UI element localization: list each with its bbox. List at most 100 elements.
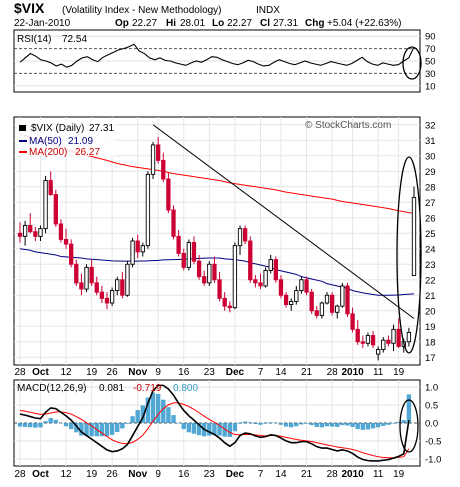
candle: [58, 219, 64, 243]
candle-body: [48, 180, 53, 195]
candle-body: [166, 178, 171, 211]
macd-hist-bar: [212, 423, 217, 436]
candle-body: [232, 245, 238, 309]
candle-body: [365, 335, 371, 344]
x-tick-label: 9: [155, 367, 161, 378]
x-tick-label: 11: [373, 469, 384, 480]
price-tick-label: 29: [425, 167, 436, 178]
candle: [329, 292, 335, 316]
macd-hist-bar: [345, 423, 350, 426]
x-tick-label: 23: [204, 367, 216, 378]
candle-body: [370, 335, 376, 346]
macd-hist-bar: [335, 423, 340, 427]
candle-body: [217, 279, 222, 299]
rsi-label: RSI(14): [17, 34, 51, 45]
candle-body: [125, 263, 130, 296]
candle-body: [63, 238, 69, 245]
candle: [53, 189, 58, 228]
candle-body: [115, 279, 120, 292]
macd-hist-bar: [84, 423, 89, 436]
candle-body: [406, 332, 412, 343]
macd-tick-label: 1.0: [425, 383, 438, 394]
candle: [212, 256, 217, 283]
candle: [161, 152, 166, 183]
x-tick-label: Oct: [32, 469, 49, 480]
macd-hist-bar: [217, 423, 222, 436]
legend-close: 27.31: [89, 123, 114, 134]
macd-hist-bar: [258, 423, 263, 425]
candle: [319, 301, 325, 319]
legend-ma50-label: MA(50): [29, 136, 62, 147]
macd-hist-bar: [401, 420, 406, 423]
candle-body: [202, 276, 207, 284]
candle: [33, 227, 38, 241]
close-label: Cl: [260, 18, 270, 29]
candle: [150, 141, 156, 179]
macd-hist-bar: [237, 423, 243, 424]
candle-body: [299, 279, 304, 292]
candle-body: [17, 232, 23, 237]
candle-body: [248, 240, 253, 281]
macd-hist-bar: [99, 423, 105, 437]
candle-body: [38, 228, 43, 237]
macd-hist-bar: [360, 423, 366, 430]
macd-hist-bar: [48, 417, 53, 423]
macd-hist-bar: [89, 423, 94, 437]
x-tick-label: 19: [393, 367, 405, 378]
macd-hist-bar: [145, 397, 151, 423]
macd-hist-bar: [166, 407, 171, 423]
macd-signal-value: -0.719: [133, 383, 162, 394]
macd-hist-bar: [181, 423, 186, 430]
macd-hist-bar: [120, 423, 125, 429]
candle: [196, 254, 202, 280]
macd-hist-bar: [63, 423, 69, 427]
candle-body: [227, 305, 232, 309]
candle-body: [69, 243, 74, 265]
macd-hist-bar: [283, 423, 289, 427]
candle: [89, 259, 94, 286]
price-tick-label: 25: [425, 229, 436, 240]
macd-hist-bar: [299, 423, 304, 425]
x-tick-label: 28: [14, 367, 26, 378]
price-tick-label: 21: [425, 291, 436, 302]
macd-hist-bar: [340, 423, 345, 426]
macd-tick-label: -1.0: [425, 454, 441, 465]
open-value: 22.27: [132, 18, 157, 29]
macd-hist-bar: [227, 423, 232, 437]
macd-hist-bar: [191, 423, 197, 434]
candle-body: [53, 194, 58, 225]
candle: [283, 292, 289, 308]
price-tick-label: 32: [425, 120, 436, 131]
candle: [381, 337, 386, 353]
candle-body: [130, 240, 135, 265]
macd-hist-bar: [381, 423, 386, 426]
price-tick-label: 17: [425, 353, 436, 364]
candle-body: [186, 242, 192, 268]
x-tick-label: 14: [275, 367, 287, 378]
candle: [28, 213, 33, 234]
candle: [166, 172, 171, 214]
candle-body: [324, 294, 330, 304]
highlight-ellipse: [396, 156, 422, 354]
candle-body: [386, 339, 391, 344]
candle: [104, 292, 110, 310]
x-tick-label: 7: [258, 469, 264, 480]
macd-hist-bar: [74, 423, 79, 433]
macd-hist-bar: [176, 423, 181, 424]
rsi-tick-label: 10: [425, 81, 436, 92]
price-tick-label: 19: [425, 322, 436, 333]
macd-hist-value: 0.800: [173, 383, 198, 394]
x-tick-label: 2010: [341, 469, 364, 480]
x-tick-label: Dec: [226, 367, 245, 378]
candle: [365, 332, 371, 347]
candle: [191, 236, 197, 265]
macd-hist-bar: [207, 423, 212, 436]
close-value: 27.31: [273, 18, 298, 29]
macd-hist-bar: [171, 415, 176, 423]
macd-hist-bar: [150, 392, 156, 423]
x-tick-label: 16: [178, 367, 190, 378]
macd-hist-bar: [370, 423, 376, 429]
legend-ma50-value: 21.09: [68, 136, 93, 147]
macd-hist-bar: [288, 423, 294, 428]
